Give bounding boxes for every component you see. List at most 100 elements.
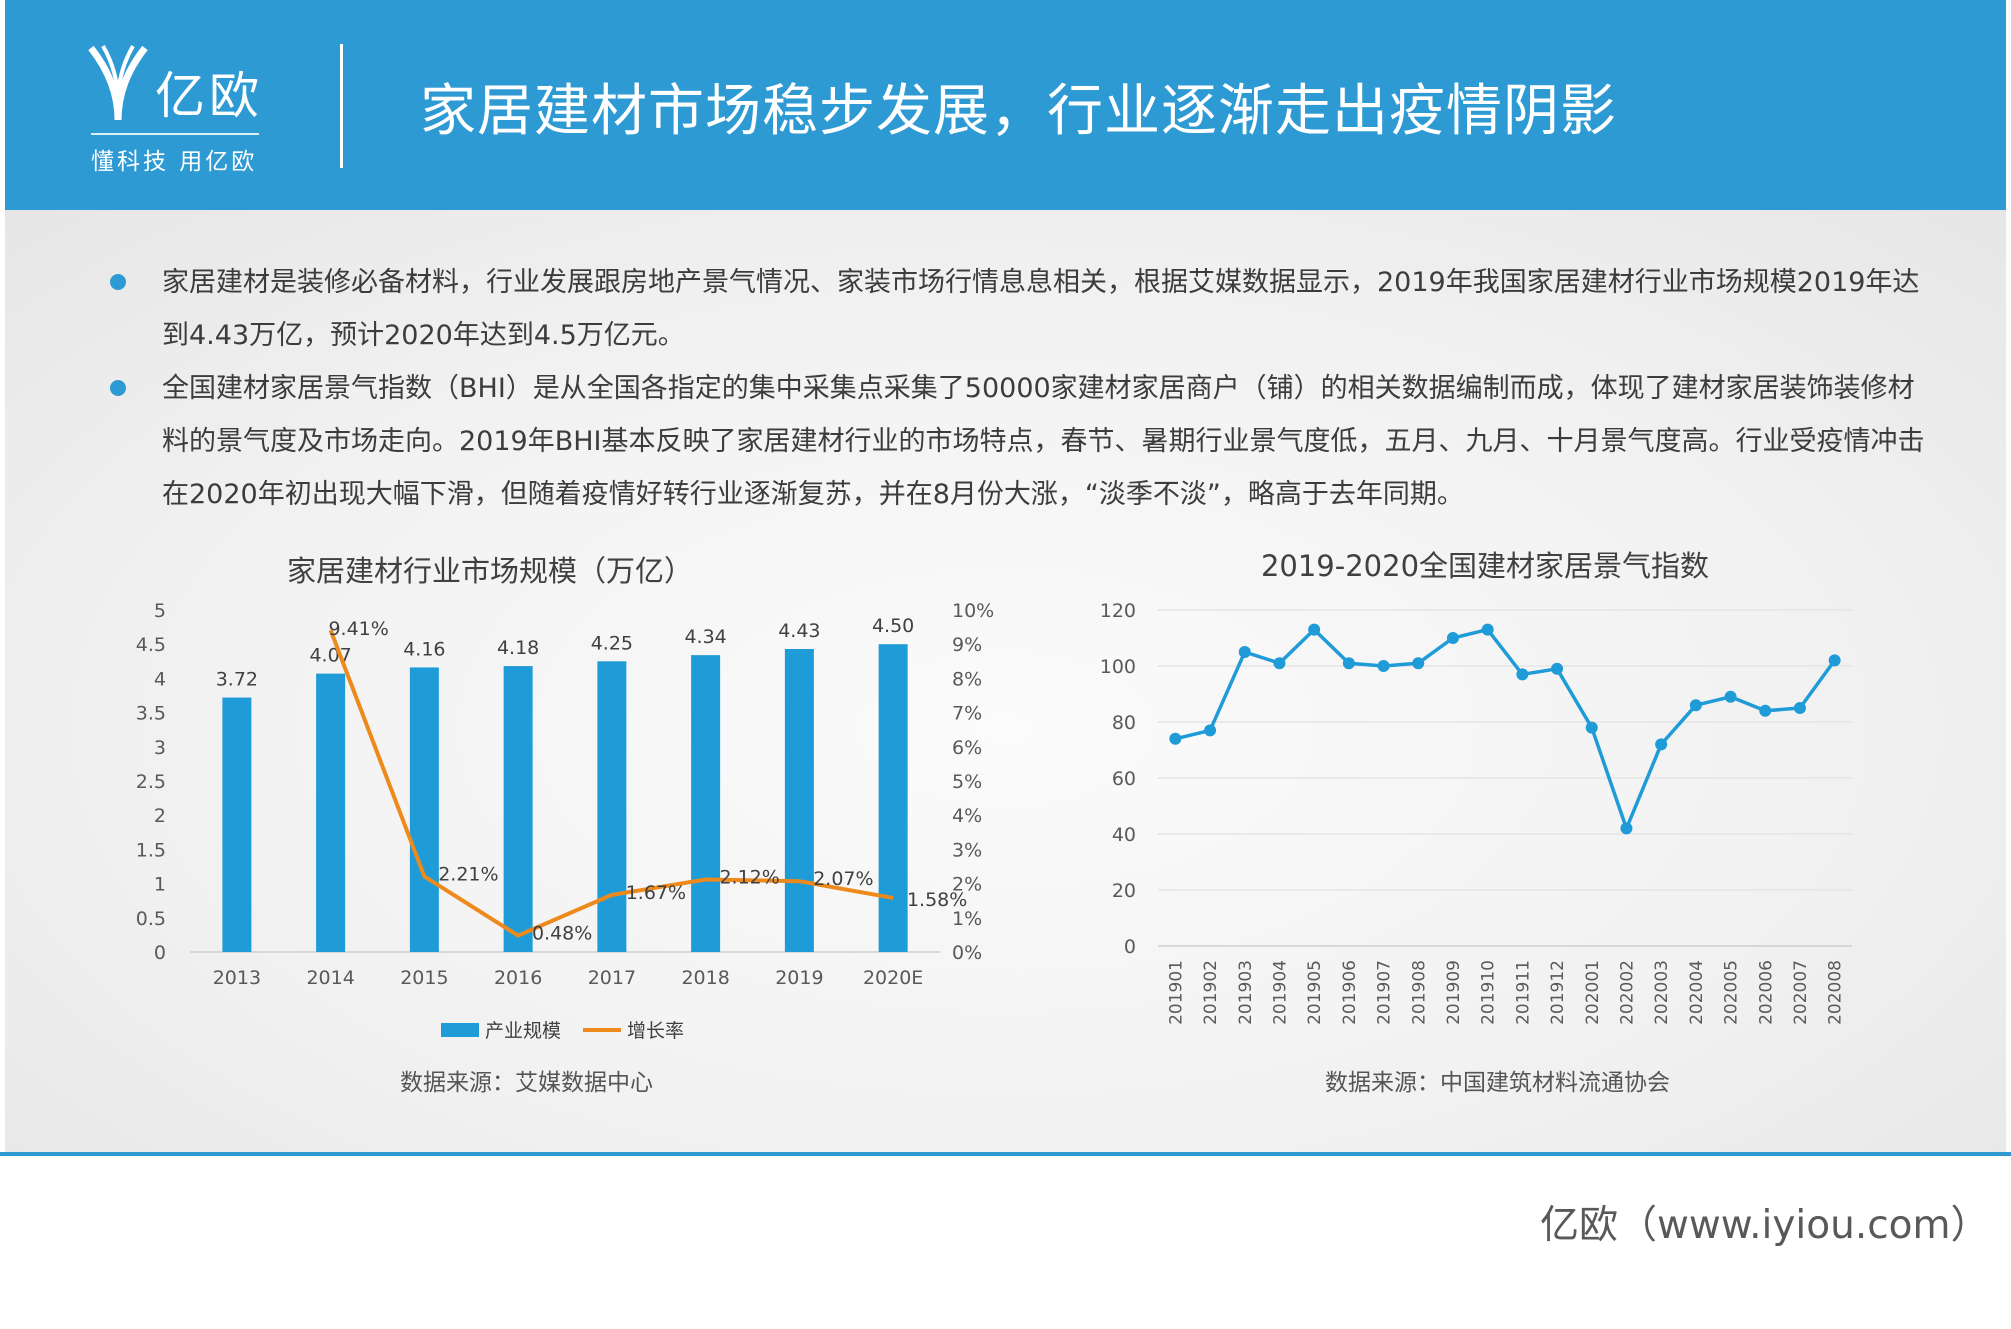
bar [222, 697, 252, 952]
bar-value-label: 4.43 [778, 620, 820, 642]
x-tick-label: 201905 [1305, 960, 1325, 1025]
y2-tick-label: 2% [952, 874, 982, 896]
bar-value-label: 4.25 [591, 632, 633, 654]
y-tick-label: 3 [154, 737, 166, 759]
y-tick-label: 1.5 [136, 839, 166, 861]
x-tick-label: 2015 [400, 967, 448, 989]
bhi-point [1689, 699, 1702, 712]
growth-rate-label: 1.58% [907, 889, 967, 911]
header-divider [340, 44, 343, 168]
y2-tick-label: 10% [952, 600, 994, 622]
bullet-dot-icon [110, 274, 126, 290]
y2-tick-label: 0% [952, 942, 982, 964]
y-tick-label: 2.5 [136, 771, 166, 793]
logo-slogan: 懂科技 用亿欧 [91, 149, 258, 175]
y-tick-label: 1 [154, 874, 166, 896]
x-tick-label: 202001 [1583, 960, 1603, 1025]
x-tick-label: 2016 [494, 967, 542, 989]
x-tick-label: 2017 [588, 967, 636, 989]
x-tick-label: 201906 [1340, 960, 1360, 1025]
bar-value-label: 3.72 [216, 669, 258, 691]
footer-brand: 亿欧（www.iyiou.com） [1540, 1203, 1990, 1248]
y-tick-label: 5 [154, 600, 166, 622]
bhi-line [1174, 627, 1837, 831]
bhi-point [1342, 657, 1355, 670]
x-tick-label: 201911 [1513, 960, 1533, 1025]
bhi-point [1481, 623, 1494, 636]
bar-value-label: 4.34 [684, 626, 726, 648]
bullet-item: 家居建材是装修必备材料，行业发展跟房地产景气情况、家装市场行情息息相关，根据艾媒… [110, 256, 1940, 362]
bhi-point [1446, 632, 1459, 644]
y-tick-label: 40 [1112, 824, 1136, 846]
x-tick-label: 201909 [1444, 960, 1464, 1025]
bhi-point [1724, 690, 1737, 703]
bar [597, 661, 627, 952]
bar [409, 667, 439, 952]
x-tick-label: 201907 [1375, 960, 1395, 1025]
y-tick-label: 0.5 [136, 908, 166, 930]
legend-bar-swatch [441, 1023, 479, 1037]
x-tick-label: 202008 [1826, 960, 1846, 1025]
growth-rate-label: 2.12% [719, 866, 779, 888]
x-tick-label: 2019 [775, 967, 823, 989]
bhi-point [1585, 721, 1598, 734]
bullet-text: 全国建材家居景气指数（BHI）是从全国各指定的集中采集点采集了50000家建材家… [162, 373, 1925, 510]
bhi-point [1412, 657, 1425, 670]
bar-value-label: 4.16 [403, 638, 445, 660]
bhi-point [1516, 668, 1529, 681]
x-tick-label: 202005 [1722, 960, 1742, 1025]
x-tick-label: 2014 [306, 967, 354, 989]
x-tick-label: 2020E [863, 967, 923, 989]
y-tick-label: 0 [154, 942, 166, 964]
yiou-logo-icon [88, 45, 148, 120]
x-tick-label: 201910 [1479, 960, 1499, 1025]
x-tick-label: 2018 [681, 967, 729, 989]
legend-bar-label: 产业规模 [485, 1020, 561, 1040]
x-tick-label: 201912 [1548, 960, 1568, 1025]
bullet-dot-icon [110, 380, 126, 396]
bar [691, 655, 721, 952]
legend-line-label: 增长率 [627, 1020, 684, 1040]
bhi-point [1759, 704, 1772, 717]
y2-tick-label: 8% [952, 668, 982, 690]
y2-tick-label: 1% [952, 908, 982, 930]
x-tick-label: 202007 [1791, 960, 1811, 1025]
bullet-list: 家居建材是装修必备材料，行业发展跟房地产景气情况、家装市场行情息息相关，根据艾媒… [110, 256, 1940, 521]
bhi-point [1238, 646, 1251, 658]
bhi-point [1828, 654, 1841, 667]
source-market-size: 数据来源：艾媒数据中心 [400, 1070, 653, 1096]
bhi-point [1204, 724, 1217, 737]
bhi-point [1377, 660, 1390, 672]
x-tick-label: 201902 [1201, 960, 1221, 1025]
y2-tick-label: 6% [952, 737, 982, 759]
market-size-chart: 0 0.5 1 1.5 2 2.5 3 3.5 4 4.5 5 0% 1% 2% 3% 4% 5% 6% 7% 8% 9… [136, 600, 994, 1040]
y2-tick-label: 7% [952, 703, 982, 725]
x-tick-label: 201904 [1270, 960, 1290, 1025]
x-tick-label: 2013 [213, 967, 261, 989]
x-tick-label: 202003 [1652, 960, 1672, 1025]
y-tick-label: 0 [1124, 936, 1136, 958]
bottom-divider [0, 1152, 2011, 1156]
y2-tick-label: 5% [952, 771, 982, 793]
y2-tick-label: 3% [952, 839, 982, 861]
growth-rate-label: 2.21% [438, 863, 498, 885]
bhi-index-chart: 0 20 40 60 80 100 120 201901 201902 201903 201904 2… [1100, 600, 1852, 1025]
growth-rate-label: 9.41% [328, 618, 388, 640]
bhi-point [1620, 822, 1633, 835]
x-tick-label: 202006 [1756, 960, 1776, 1025]
y-tick-label: 2 [154, 805, 166, 827]
x-tick-label: 202004 [1687, 960, 1707, 1025]
logo-text: 亿欧 [155, 67, 263, 125]
growth-rate-label: 0.48% [532, 923, 592, 945]
y-tick-label: 3.5 [136, 703, 166, 725]
bar-value-label: 4.07 [309, 645, 351, 667]
bhi-point [1793, 702, 1806, 714]
y-tick-label: 4 [154, 668, 166, 690]
source-bhi: 数据来源：中国建筑材料流通协会 [1325, 1070, 1670, 1096]
bar-value-label: 4.18 [497, 637, 539, 659]
bar [878, 644, 908, 952]
x-tick-label: 201903 [1236, 960, 1256, 1025]
bhi-point [1551, 662, 1564, 675]
bhi-point [1655, 738, 1668, 751]
page-title: 家居建材市场稳步发展，行业逐渐走出疫情阴影 [420, 79, 1617, 144]
